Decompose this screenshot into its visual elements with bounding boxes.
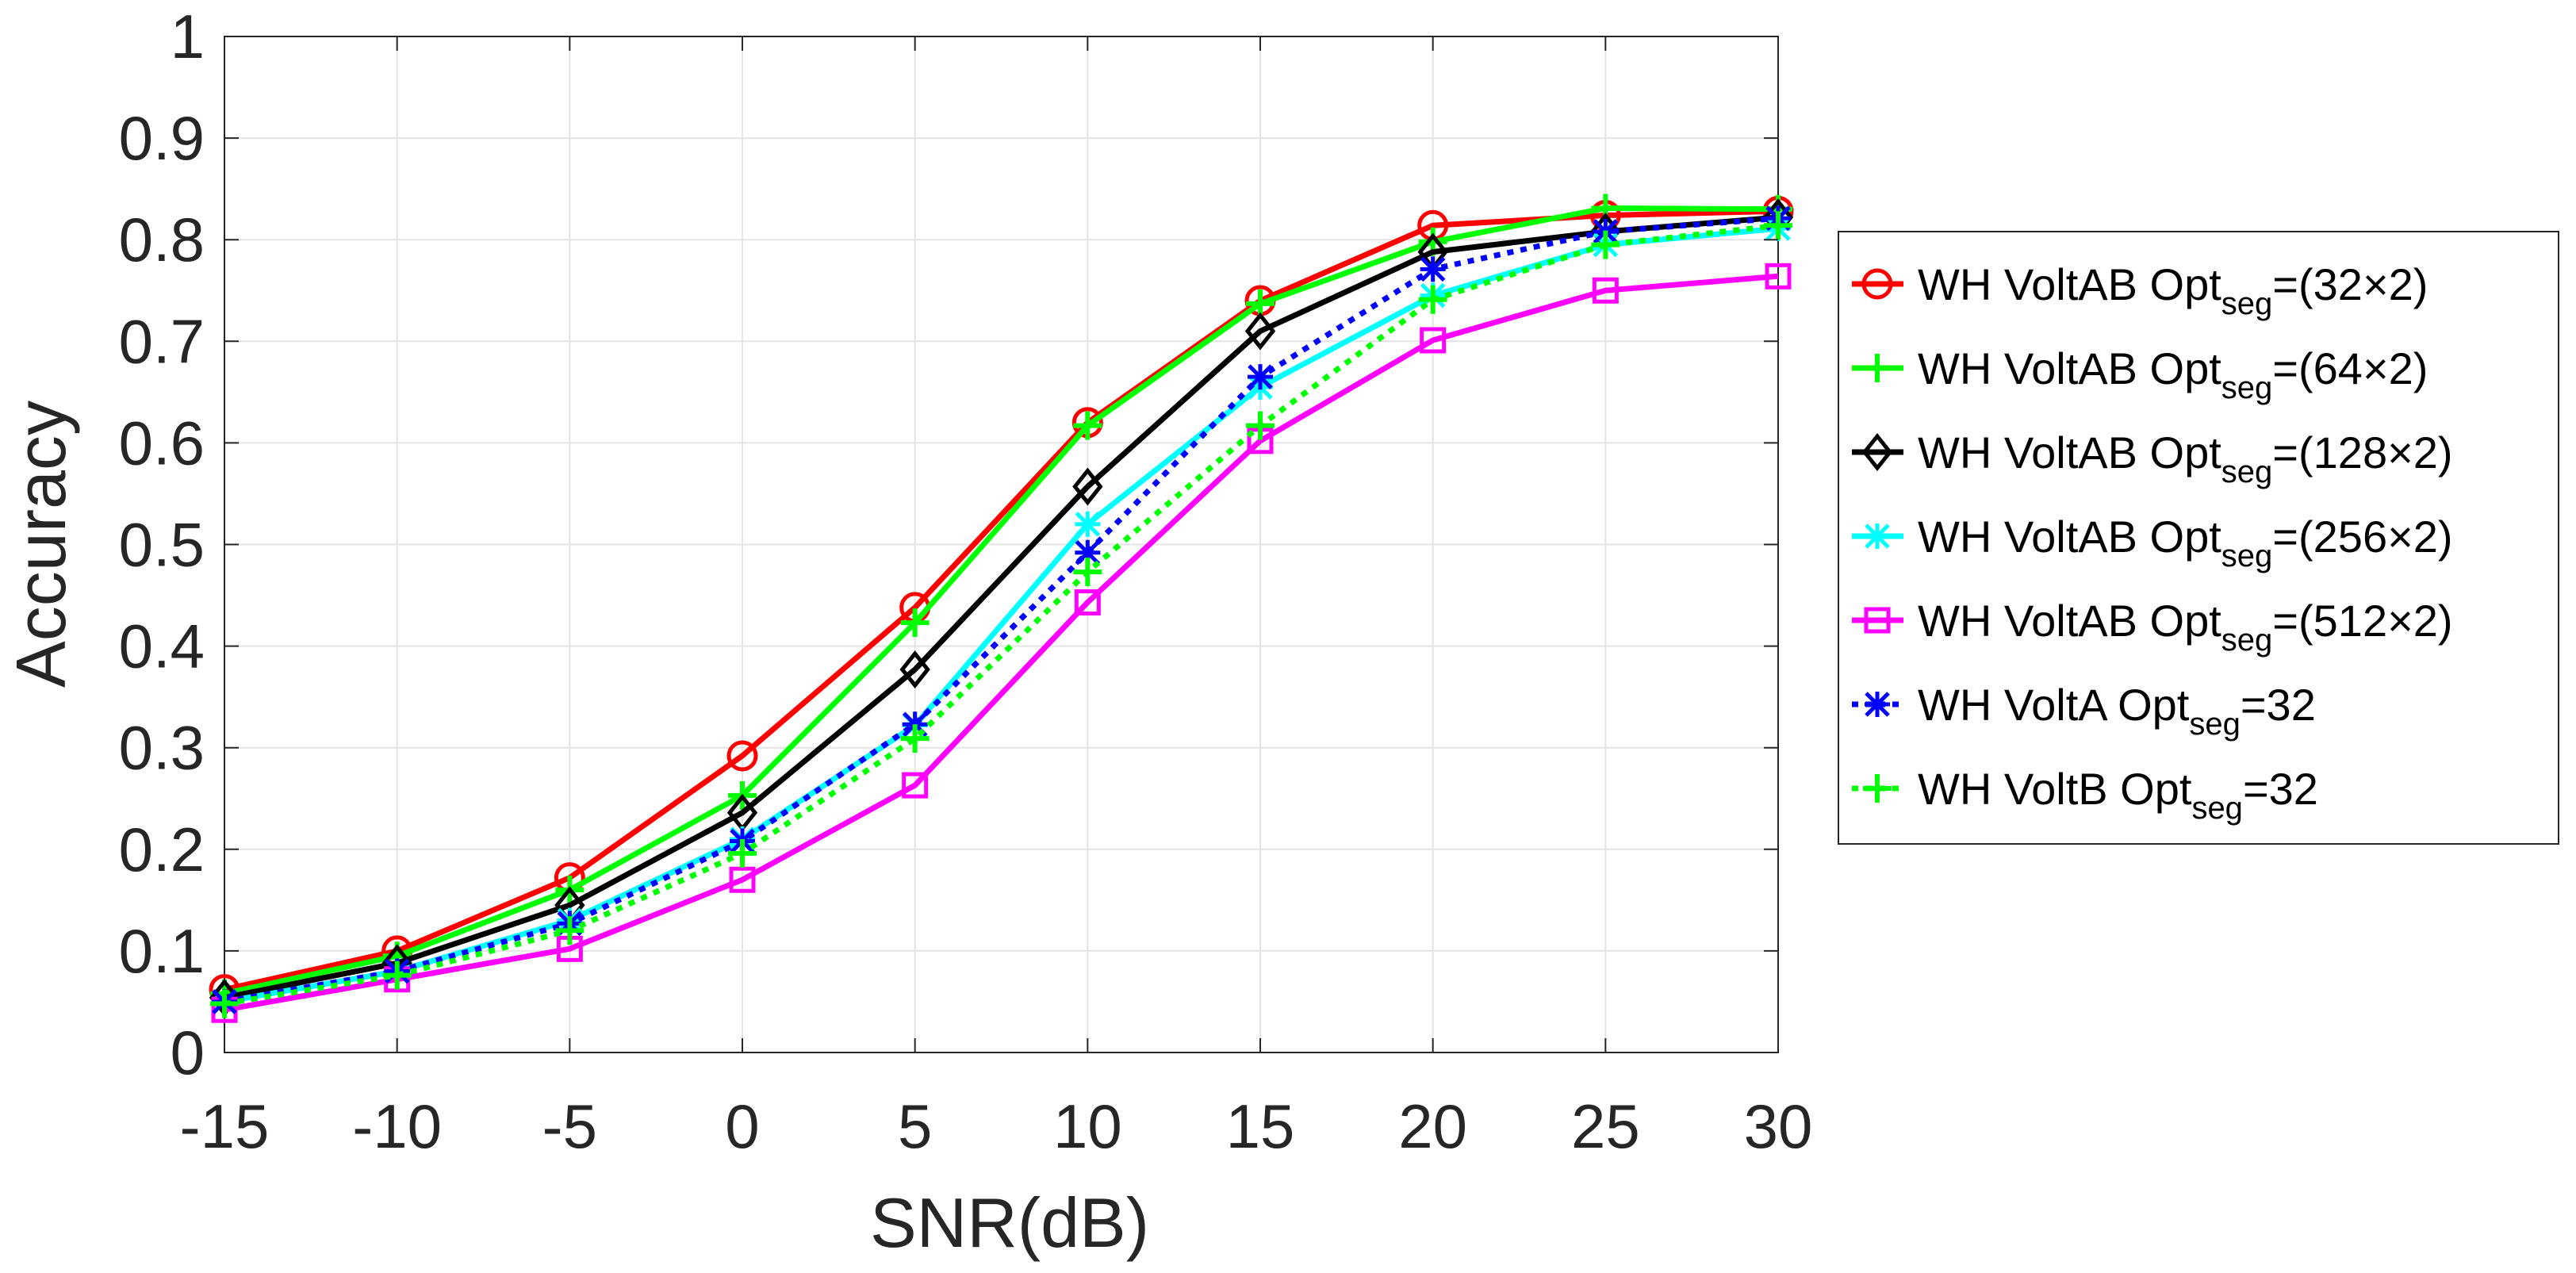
x-tick-label: -15 — [180, 1091, 270, 1161]
x-tick-label: -10 — [352, 1091, 442, 1161]
y-tick-label: 0.9 — [119, 103, 205, 173]
series-line — [224, 208, 1779, 993]
x-tick-label: 5 — [898, 1091, 932, 1161]
data-point-plus — [210, 989, 239, 1018]
x-axis-label: SNR(dB) — [870, 1183, 1149, 1262]
data-point-square — [729, 866, 756, 893]
series-line — [224, 205, 1779, 997]
legend-item: WH VoltA Optseg=32 — [1852, 680, 2316, 742]
data-point-plus — [900, 724, 930, 753]
data-point-plus — [1863, 774, 1892, 803]
y-axis-ticks: 0 0.1 0.2 0.3 0.4 0.5 0.6 0.7 0.8 0.9 1 — [119, 2, 1778, 1087]
data-point-diamond — [1072, 467, 1103, 506]
x-tick-label: 30 — [1744, 1091, 1813, 1161]
data-point-plus — [382, 961, 412, 990]
y-tick-label: 0.1 — [119, 916, 205, 986]
y-tick-label: 0.5 — [119, 510, 205, 580]
data-point-plus — [728, 838, 757, 868]
data-point-square — [1864, 607, 1891, 634]
series-line — [224, 273, 1779, 1013]
legend-item: WH VoltAB Optseg=(512×2) — [1852, 596, 2453, 658]
x-tick-label: 25 — [1571, 1091, 1640, 1161]
y-tick-label: 0.3 — [119, 713, 205, 783]
legend-label: WH VoltB Optseg=32 — [1918, 764, 2318, 826]
data-point-square — [1420, 327, 1447, 354]
y-tick-label: 0.4 — [119, 612, 205, 681]
data-point-asterisk — [1248, 364, 1273, 390]
data-point-diamond — [1861, 432, 1893, 472]
data-point-asterisk — [1075, 511, 1101, 537]
data-point-asterisk — [1865, 692, 1890, 717]
series-line — [224, 225, 1779, 1005]
y-tick-label: 0.8 — [119, 205, 205, 274]
data-point-square — [1592, 277, 1619, 304]
data-point-circle — [1861, 268, 1893, 300]
data-point-square — [1074, 589, 1101, 616]
legend-item: WH VoltB Optseg=32 — [1852, 764, 2318, 826]
legend-label: WH VoltAB Optseg=(32×2) — [1918, 259, 2428, 321]
legend-label: WH VoltAB Optseg=(128×2) — [1918, 428, 2453, 489]
data-point-plus — [555, 916, 585, 945]
series-7 — [210, 211, 1792, 1018]
legend-label: WH VoltAB Optseg=(64×2) — [1918, 343, 2428, 405]
data-point-plus — [1073, 558, 1102, 587]
data-point-asterisk — [1420, 256, 1446, 282]
legend-item: WH VoltAB Optseg=(256×2) — [1852, 512, 2453, 573]
data-point-diamond — [1244, 312, 1276, 351]
data-point-square — [1765, 263, 1792, 289]
data-point-plus — [900, 608, 930, 638]
y-tick-label: 1 — [171, 2, 205, 71]
legend-item: WH VoltAB Optseg=(32×2) — [1852, 259, 2428, 321]
x-axis-ticks: -15 -10 -5 0 5 10 15 20 25 30 — [180, 36, 1813, 1161]
data-point-circle — [726, 740, 758, 772]
legend-item: WH VoltAB Optseg=(64×2) — [1852, 343, 2428, 405]
legend-item: WH VoltAB Optseg=(128×2) — [1852, 428, 2453, 489]
y-tick-label: 0 — [171, 1018, 205, 1087]
data-point-asterisk — [1075, 539, 1101, 566]
data-point-plus — [1764, 211, 1792, 240]
data-point-plus — [1863, 354, 1892, 382]
data-point-plus — [1073, 411, 1102, 440]
legend-box — [1838, 231, 2559, 845]
y-tick-label: 0.6 — [119, 408, 205, 477]
series-layer — [209, 194, 1794, 1023]
data-point-plus — [1591, 230, 1620, 259]
legend-label: WH VoltAB Optseg=(512×2) — [1918, 596, 2453, 658]
series-line — [224, 214, 1779, 1001]
y-tick-label: 0.7 — [119, 306, 205, 376]
data-point-plus — [1246, 411, 1275, 440]
x-tick-label: 10 — [1053, 1091, 1122, 1161]
legend-label: WH VoltAB Optseg=(256×2) — [1918, 512, 2453, 573]
series-5 — [211, 263, 1792, 1023]
x-tick-label: 15 — [1226, 1091, 1295, 1161]
data-point-plus — [1418, 285, 1447, 314]
data-point-diamond — [899, 650, 930, 689]
x-tick-label: -5 — [542, 1091, 597, 1161]
data-point-asterisk — [1865, 523, 1890, 549]
x-tick-label: 0 — [725, 1091, 759, 1161]
y-tick-label: 0.2 — [119, 815, 205, 884]
y-axis-label: Accuracy — [2, 401, 80, 688]
legend: WH VoltAB Optseg=(32×2) WH VoltAB Optseg=… — [1838, 231, 2559, 845]
x-tick-label: 20 — [1398, 1091, 1467, 1161]
legend-label: WH VoltA Optseg=32 — [1918, 680, 2316, 742]
data-point-square — [902, 772, 929, 799]
